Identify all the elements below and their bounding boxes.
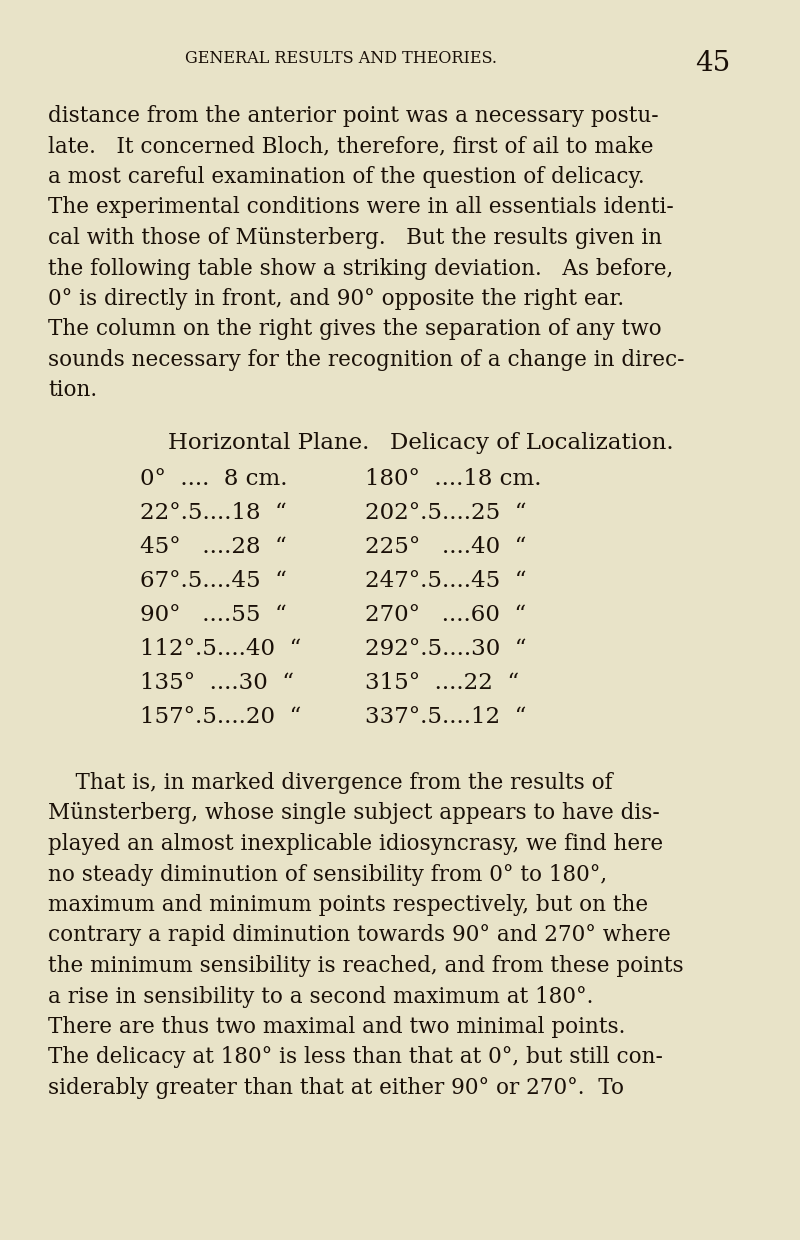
Text: 247°.5....45  “: 247°.5....45 “ (365, 570, 526, 591)
Text: 90°   ....55  “: 90° ....55 “ (140, 604, 286, 626)
Text: 202°.5....25  “: 202°.5....25 “ (365, 502, 526, 525)
Text: There are thus two maximal and two minimal points.: There are thus two maximal and two minim… (48, 1016, 626, 1038)
Text: distance from the anterior point was a necessary postu-: distance from the anterior point was a n… (48, 105, 658, 126)
Text: 22°.5....18  “: 22°.5....18 “ (140, 502, 286, 525)
Text: siderably greater than that at either 90° or 270°.  To: siderably greater than that at either 90… (48, 1078, 624, 1099)
Text: played an almost inexplicable idiosyncrasy, we find here: played an almost inexplicable idiosyncra… (48, 833, 663, 856)
Text: 270°   ....60  “: 270° ....60 “ (365, 604, 526, 626)
Text: 0° is directly in front, and 90° opposite the right ear.: 0° is directly in front, and 90° opposit… (48, 288, 624, 310)
Text: 67°.5....45  “: 67°.5....45 “ (140, 570, 287, 591)
Text: 292°.5....30  “: 292°.5....30 “ (365, 639, 526, 660)
Text: the minimum sensibility is reached, and from these points: the minimum sensibility is reached, and … (48, 955, 684, 977)
Text: cal with those of Münsterberg.   But the results given in: cal with those of Münsterberg. But the r… (48, 227, 662, 249)
Text: a most careful examination of the question of delicacy.: a most careful examination of the questi… (48, 166, 645, 188)
Text: GENERAL RESULTS AND THEORIES.: GENERAL RESULTS AND THEORIES. (185, 50, 497, 67)
Text: tion.: tion. (48, 379, 97, 402)
Text: 180°  ....18 cm.: 180° ....18 cm. (365, 467, 542, 490)
Text: no steady diminution of sensibility from 0° to 180°,: no steady diminution of sensibility from… (48, 863, 607, 885)
Text: 337°.5....12  “: 337°.5....12 “ (365, 706, 526, 728)
Text: 315°  ....22  “: 315° ....22 “ (365, 672, 519, 694)
Text: a rise in sensibility to a second maximum at 180°.: a rise in sensibility to a second maximu… (48, 986, 594, 1007)
Text: 45°   ....28  “: 45° ....28 “ (140, 536, 286, 558)
Text: The experimental conditions were in all essentials identi-: The experimental conditions were in all … (48, 196, 674, 218)
Text: The column on the right gives the separation of any two: The column on the right gives the separa… (48, 319, 662, 341)
Text: maximum and minimum points respectively, but on the: maximum and minimum points respectively,… (48, 894, 648, 916)
Text: 112°.5....40  “: 112°.5....40 “ (140, 639, 302, 660)
Text: Horizontal Plane.: Horizontal Plane. (168, 432, 370, 454)
Text: That is, in marked divergence from the results of: That is, in marked divergence from the r… (48, 773, 613, 794)
Text: sounds necessary for the recognition of a change in direc-: sounds necessary for the recognition of … (48, 348, 685, 371)
Text: Delicacy of Localization.: Delicacy of Localization. (390, 432, 674, 454)
Text: 45: 45 (695, 50, 730, 77)
Text: late.   It concerned Bloch, therefore, first of ail to make: late. It concerned Bloch, therefore, fir… (48, 135, 654, 157)
Text: 135°  ....30  “: 135° ....30 “ (140, 672, 294, 694)
Text: contrary a rapid diminution towards 90° and 270° where: contrary a rapid diminution towards 90° … (48, 925, 670, 946)
Text: 157°.5....20  “: 157°.5....20 “ (140, 706, 302, 728)
Text: 225°   ....40  “: 225° ....40 “ (365, 536, 526, 558)
Text: The delicacy at 180° is less than that at 0°, but still con-: The delicacy at 180° is less than that a… (48, 1047, 663, 1069)
Text: the following table show a striking deviation.   As before,: the following table show a striking devi… (48, 258, 674, 279)
Text: 0°  ....  8 cm.: 0° .... 8 cm. (140, 467, 287, 490)
Text: Münsterberg, whose single subject appears to have dis-: Münsterberg, whose single subject appear… (48, 802, 660, 825)
